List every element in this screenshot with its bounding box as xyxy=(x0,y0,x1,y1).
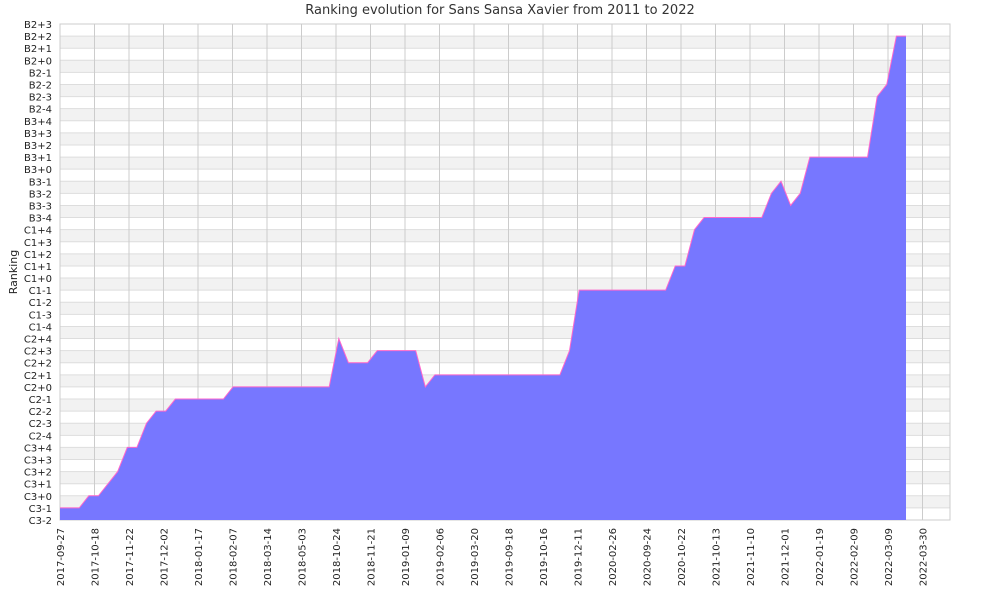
y-tick-label: B2+3 xyxy=(24,20,52,31)
x-tick-label: 2019-03-20 xyxy=(470,528,481,586)
x-tick-label: 2018-10-24 xyxy=(332,528,343,586)
y-tick-label: B2-1 xyxy=(29,68,52,79)
y-tick-label: B2-4 xyxy=(29,105,52,116)
y-tick-label: C2+3 xyxy=(24,347,52,358)
y-tick-label: C1+4 xyxy=(24,226,52,237)
y-tick-label: C3+4 xyxy=(24,443,52,454)
y-tick-label: B3-3 xyxy=(29,201,52,212)
x-tick-label: 2021-11-10 xyxy=(746,528,757,586)
x-tick-label: 2022-01-19 xyxy=(815,528,826,586)
chart-title: Ranking evolution for Sans Sansa Xavier … xyxy=(305,3,695,18)
x-tick-label: 2017-09-27 xyxy=(56,528,67,586)
y-tick-label: C3-1 xyxy=(29,504,52,515)
x-tick-label: 2020-10-22 xyxy=(677,528,688,586)
x-tick-label: 2022-03-30 xyxy=(919,528,930,586)
y-band xyxy=(60,205,950,218)
y-tick-label: C2+0 xyxy=(24,383,52,394)
y-tick-label: C2+2 xyxy=(24,359,52,370)
x-tick-label: 2019-09-18 xyxy=(505,528,516,586)
y-band xyxy=(60,36,950,49)
y-tick-label: C2-2 xyxy=(29,407,52,418)
x-tick-label: 2019-12-11 xyxy=(574,528,585,586)
y-tick-label: C1+1 xyxy=(24,262,52,273)
y-tick-label: C3-2 xyxy=(29,516,52,527)
y-tick-label: C2+1 xyxy=(24,371,52,382)
y-tick-label: C2-1 xyxy=(29,395,52,406)
y-tick-label: B3+1 xyxy=(24,153,52,164)
x-tick-label: 2018-01-17 xyxy=(194,528,205,586)
y-band xyxy=(60,157,950,170)
x-tick-label: 2019-01-09 xyxy=(401,528,412,586)
area-layer xyxy=(60,35,906,520)
y-tick-label: C1+0 xyxy=(24,274,52,285)
y-band xyxy=(60,132,950,145)
x-tick-label: 2021-10-13 xyxy=(712,528,723,586)
x-tick-label: 2019-10-16 xyxy=(539,528,550,586)
y-tick-label: B3-4 xyxy=(29,214,52,225)
y-tick-label: C2+4 xyxy=(24,335,52,346)
x-tick-label: 2018-05-03 xyxy=(298,528,309,586)
y-tick-label: C2-4 xyxy=(29,431,52,442)
y-band xyxy=(60,181,950,194)
x-tick-label: 2017-12-02 xyxy=(160,528,171,586)
y-tick-label: B3+3 xyxy=(24,129,52,140)
x-tick-label: 2017-11-22 xyxy=(125,528,136,586)
y-tick-label: C1-2 xyxy=(29,298,52,309)
y-tick-label: C3+3 xyxy=(24,456,52,467)
y-tick-label: B2+2 xyxy=(24,32,52,43)
y-band xyxy=(60,108,950,121)
y-axis-ticks: C3-2C3-1C3+0C3+1C3+2C3+3 C3+4C2-4C2-3C2-2… xyxy=(24,20,52,527)
y-tick-label: C1+3 xyxy=(24,238,52,249)
y-band xyxy=(60,84,950,97)
y-tick-label: B2-2 xyxy=(29,80,52,91)
y-tick-label: B3-2 xyxy=(29,189,52,200)
y-tick-label: B3+0 xyxy=(24,165,52,176)
y-tick-label: B3+4 xyxy=(24,117,52,128)
y-tick-label: C1-4 xyxy=(29,322,52,333)
ranking-area xyxy=(60,36,906,520)
y-band xyxy=(60,60,950,73)
x-tick-label: 2018-11-21 xyxy=(367,528,378,586)
y-tick-label: B3+2 xyxy=(24,141,52,152)
x-tick-label: 2020-02-26 xyxy=(608,528,619,586)
x-tick-label: 2022-02-09 xyxy=(850,528,861,586)
y-axis-label: Ranking xyxy=(7,250,20,295)
y-tick-label: C3+1 xyxy=(24,480,52,491)
y-tick-label: B2-3 xyxy=(29,93,52,104)
x-tick-label: 2018-03-14 xyxy=(263,528,274,586)
x-tick-label: 2022-03-09 xyxy=(884,528,895,586)
y-tick-label: C1+2 xyxy=(24,250,52,261)
x-tick-label: 2019-02-06 xyxy=(436,528,447,586)
ranking-line xyxy=(60,35,906,509)
y-tick-label: B3-1 xyxy=(29,177,52,188)
x-tick-label: 2018-02-07 xyxy=(229,528,240,586)
y-tick-label: C2-3 xyxy=(29,419,52,430)
y-tick-label: C3+2 xyxy=(24,468,52,479)
x-tick-label: 2017-10-18 xyxy=(91,528,102,586)
y-tick-label: C3+0 xyxy=(24,492,52,503)
x-tick-label: 2021-12-01 xyxy=(781,528,792,586)
y-tick-label: C1-3 xyxy=(29,310,52,321)
x-axis-ticks: 2017-09-27 2017-10-18 2017-11-22 2017-12-02… xyxy=(56,528,930,586)
y-tick-label: B2+0 xyxy=(24,56,52,67)
y-tick-label: B2+1 xyxy=(24,44,52,55)
y-tick-label: C1-1 xyxy=(29,286,52,297)
x-tick-label: 2020-09-24 xyxy=(643,528,654,586)
